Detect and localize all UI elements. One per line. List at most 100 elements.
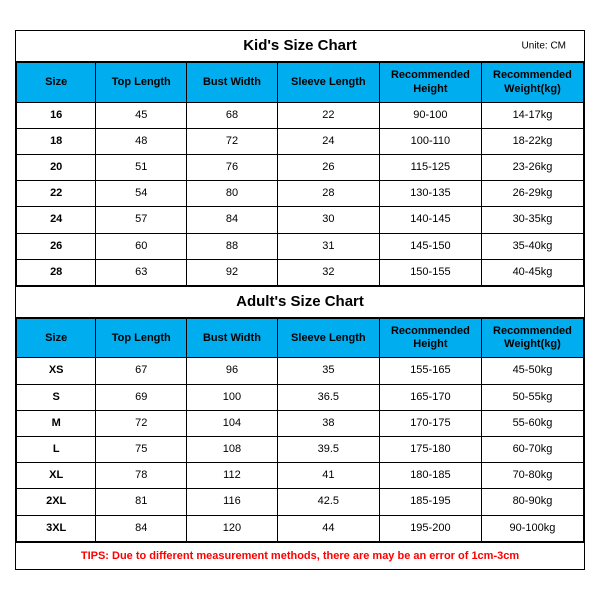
column-header: Bust Width xyxy=(187,319,278,358)
table-cell: 44 xyxy=(277,515,379,541)
table-cell: 145-150 xyxy=(379,233,481,259)
table-cell: 22 xyxy=(277,102,379,128)
table-cell: 18-22kg xyxy=(481,128,583,154)
table-row: XL7811241180-18570-80kg xyxy=(17,463,584,489)
table-cell: 28 xyxy=(277,181,379,207)
table-cell: 68 xyxy=(187,102,278,128)
column-header: Recommended Weight(kg) xyxy=(481,319,583,358)
table-cell: 2XL xyxy=(17,489,96,515)
kids-title-row: Kid's Size Chart Unite: CM xyxy=(16,31,584,62)
table-cell: 42.5 xyxy=(277,489,379,515)
table-cell: 14-17kg xyxy=(481,102,583,128)
column-header: Sleeve Length xyxy=(277,319,379,358)
kids-table: SizeTop LengthBust WidthSleeve LengthRec… xyxy=(16,62,584,286)
table-cell: 180-185 xyxy=(379,463,481,489)
adults-table: SizeTop LengthBust WidthSleeve LengthRec… xyxy=(16,318,584,542)
table-cell: 100 xyxy=(187,384,278,410)
kids-header: SizeTop LengthBust WidthSleeve LengthRec… xyxy=(17,63,584,102)
table-cell: 78 xyxy=(96,463,187,489)
adults-title-row: Adult's Size Chart xyxy=(16,286,584,318)
table-cell: 26-29kg xyxy=(481,181,583,207)
table-cell: 18 xyxy=(17,128,96,154)
table-cell: S xyxy=(17,384,96,410)
table-row: 26608831145-15035-40kg xyxy=(17,233,584,259)
column-header: Bust Width xyxy=(187,63,278,102)
table-cell: 72 xyxy=(96,410,187,436)
table-cell: 30-35kg xyxy=(481,207,583,233)
table-cell: 69 xyxy=(96,384,187,410)
column-header: Recommended Height xyxy=(379,63,481,102)
table-cell: 3XL xyxy=(17,515,96,541)
size-chart: Kid's Size Chart Unite: CM SizeTop Lengt… xyxy=(15,30,585,569)
table-cell: 165-170 xyxy=(379,384,481,410)
table-cell: 115-125 xyxy=(379,155,481,181)
table-cell: XL xyxy=(17,463,96,489)
unit-label: Unite: CM xyxy=(522,41,566,52)
table-cell: 54 xyxy=(96,181,187,207)
table-row: XS679635155-16545-50kg xyxy=(17,358,584,384)
table-row: S6910036.5165-17050-55kg xyxy=(17,384,584,410)
table-cell: M xyxy=(17,410,96,436)
table-cell: 30 xyxy=(277,207,379,233)
table-cell: 175-180 xyxy=(379,436,481,462)
table-cell: 35 xyxy=(277,358,379,384)
adults-header: SizeTop LengthBust WidthSleeve LengthRec… xyxy=(17,319,584,358)
table-cell: 80 xyxy=(187,181,278,207)
table-cell: 41 xyxy=(277,463,379,489)
table-cell: 50-55kg xyxy=(481,384,583,410)
table-cell: 120 xyxy=(187,515,278,541)
table-cell: 112 xyxy=(187,463,278,489)
table-cell: 38 xyxy=(277,410,379,436)
table-cell: 96 xyxy=(187,358,278,384)
table-row: 1645682290-10014-17kg xyxy=(17,102,584,128)
table-cell: 81 xyxy=(96,489,187,515)
table-cell: 39.5 xyxy=(277,436,379,462)
table-cell: 63 xyxy=(96,259,187,285)
table-cell: 28 xyxy=(17,259,96,285)
column-header: Top Length xyxy=(96,319,187,358)
table-cell: 20 xyxy=(17,155,96,181)
column-header: Recommended Height xyxy=(379,319,481,358)
table-row: 24578430140-14530-35kg xyxy=(17,207,584,233)
table-cell: 70-80kg xyxy=(481,463,583,489)
table-cell: 76 xyxy=(187,155,278,181)
table-cell: 26 xyxy=(17,233,96,259)
table-cell: 36.5 xyxy=(277,384,379,410)
table-row: 28639232150-15540-45kg xyxy=(17,259,584,285)
table-cell: 23-26kg xyxy=(481,155,583,181)
kids-title: Kid's Size Chart xyxy=(243,37,357,54)
table-cell: 75 xyxy=(96,436,187,462)
table-cell: 104 xyxy=(187,410,278,436)
table-cell: 90-100 xyxy=(379,102,481,128)
table-cell: 72 xyxy=(187,128,278,154)
table-cell: 31 xyxy=(277,233,379,259)
table-cell: 57 xyxy=(96,207,187,233)
table-cell: 51 xyxy=(96,155,187,181)
table-cell: 130-135 xyxy=(379,181,481,207)
table-row: L7510839.5175-18060-70kg xyxy=(17,436,584,462)
table-cell: 90-100kg xyxy=(481,515,583,541)
table-cell: 92 xyxy=(187,259,278,285)
table-cell: 88 xyxy=(187,233,278,259)
adults-title: Adult's Size Chart xyxy=(236,293,364,310)
table-cell: 116 xyxy=(187,489,278,515)
table-cell: 45 xyxy=(96,102,187,128)
table-cell: 24 xyxy=(277,128,379,154)
table-cell: 22 xyxy=(17,181,96,207)
table-cell: 140-145 xyxy=(379,207,481,233)
table-cell: 84 xyxy=(96,515,187,541)
table-cell: 32 xyxy=(277,259,379,285)
table-cell: 26 xyxy=(277,155,379,181)
table-cell: XS xyxy=(17,358,96,384)
table-cell: 60 xyxy=(96,233,187,259)
table-cell: 48 xyxy=(96,128,187,154)
table-cell: 108 xyxy=(187,436,278,462)
table-cell: 16 xyxy=(17,102,96,128)
table-cell: 84 xyxy=(187,207,278,233)
table-cell: 155-165 xyxy=(379,358,481,384)
table-cell: 80-90kg xyxy=(481,489,583,515)
table-cell: L xyxy=(17,436,96,462)
column-header: Top Length xyxy=(96,63,187,102)
column-header: Size xyxy=(17,63,96,102)
table-cell: 24 xyxy=(17,207,96,233)
